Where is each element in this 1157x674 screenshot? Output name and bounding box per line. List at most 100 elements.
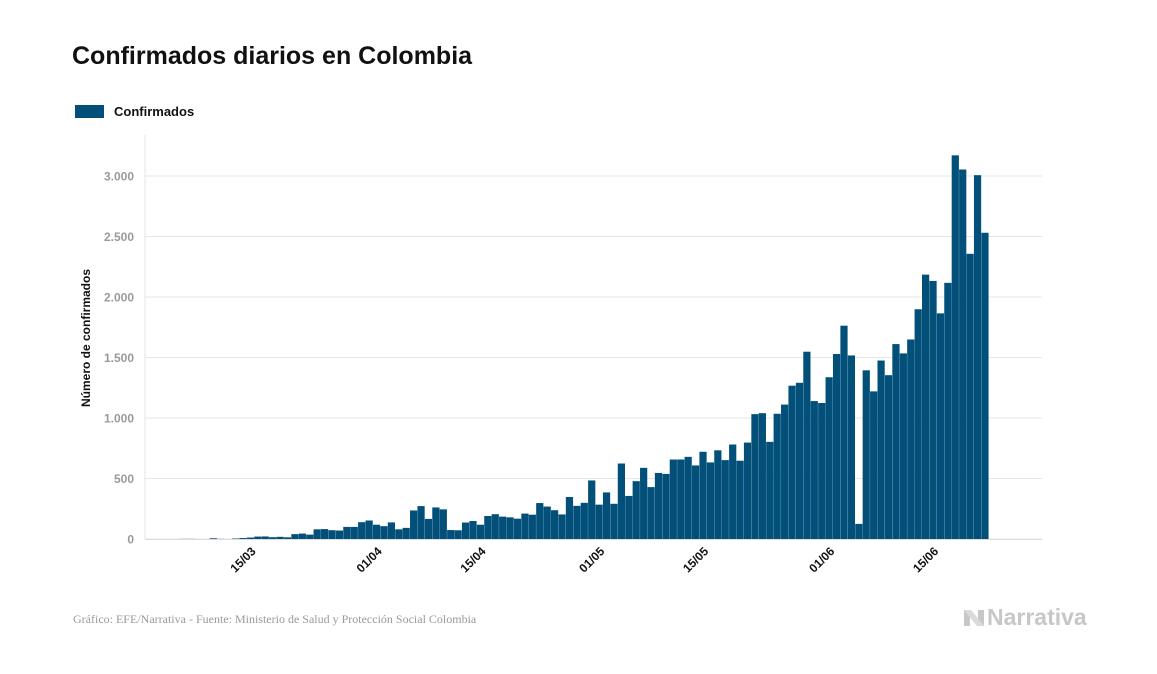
legend-label: Confirmados bbox=[114, 104, 195, 119]
bar bbox=[461, 522, 470, 539]
bars bbox=[180, 155, 989, 540]
bar bbox=[736, 460, 744, 539]
bar bbox=[825, 377, 833, 539]
bar bbox=[580, 502, 588, 539]
bar bbox=[454, 530, 462, 539]
bar bbox=[832, 354, 841, 539]
bar bbox=[877, 360, 885, 539]
bar bbox=[922, 274, 930, 539]
y-axis-label: Número de confirmados bbox=[79, 269, 93, 407]
x-tick-label: 15/05 bbox=[680, 544, 711, 575]
bar bbox=[328, 530, 336, 539]
bar bbox=[632, 481, 640, 539]
bar bbox=[766, 441, 774, 539]
bar bbox=[625, 495, 633, 539]
bar bbox=[320, 529, 329, 539]
narrativa-logo[interactable]: Narrativa bbox=[963, 604, 1087, 631]
x-tick-label: 01/05 bbox=[576, 544, 607, 575]
bar bbox=[588, 480, 596, 539]
bar bbox=[447, 530, 455, 539]
bar bbox=[840, 325, 848, 539]
bar bbox=[387, 522, 395, 539]
y-tick-labels: 0 500 1.000 1.500 2.000 2.500 3.000 bbox=[104, 170, 134, 547]
bar bbox=[721, 460, 729, 539]
bar bbox=[469, 520, 477, 539]
logo-text: Narrativa bbox=[987, 604, 1087, 630]
bar bbox=[706, 462, 715, 539]
bar bbox=[884, 375, 893, 539]
bar bbox=[936, 313, 945, 539]
bar bbox=[306, 534, 314, 539]
bar bbox=[410, 510, 418, 539]
y-tick-label: 2.000 bbox=[104, 291, 134, 305]
bar bbox=[944, 282, 952, 539]
bar bbox=[573, 505, 581, 539]
bar bbox=[424, 518, 433, 539]
x-tick-label: 15/04 bbox=[457, 544, 488, 575]
bar bbox=[892, 344, 900, 539]
bar bbox=[855, 523, 863, 539]
bar bbox=[669, 459, 677, 539]
source-note: Gráfico: EFE/Narrativa - Fuente: Ministe… bbox=[73, 612, 477, 626]
bar bbox=[239, 538, 247, 539]
y-tick-label: 1.000 bbox=[104, 412, 134, 426]
bar bbox=[417, 506, 425, 539]
y-tick-label: 0 bbox=[127, 533, 134, 547]
bar bbox=[484, 516, 492, 539]
bar bbox=[395, 529, 403, 539]
legend: Confirmados bbox=[75, 104, 194, 119]
bar bbox=[684, 456, 692, 539]
bar bbox=[973, 175, 982, 540]
bar bbox=[365, 520, 373, 539]
x-tick-label: 01/04 bbox=[354, 544, 385, 575]
bar bbox=[254, 536, 262, 539]
bar bbox=[773, 413, 781, 539]
legend-swatch bbox=[75, 105, 104, 118]
bar bbox=[372, 524, 381, 539]
bar bbox=[513, 518, 522, 539]
bar bbox=[476, 524, 485, 539]
bar bbox=[743, 442, 752, 539]
bar bbox=[499, 516, 507, 539]
bar bbox=[246, 537, 254, 539]
bar bbox=[654, 472, 663, 539]
bar bbox=[595, 504, 603, 539]
bar bbox=[269, 537, 277, 539]
bar bbox=[313, 529, 321, 539]
bar bbox=[677, 459, 685, 539]
bar bbox=[647, 487, 655, 539]
y-tick-label: 500 bbox=[114, 472, 134, 486]
bar bbox=[209, 538, 217, 539]
y-tick-label: 2.500 bbox=[104, 230, 134, 244]
y-tick-label: 3.000 bbox=[104, 170, 134, 184]
bar bbox=[617, 463, 625, 539]
x-tick-label: 15/03 bbox=[227, 544, 258, 575]
bar bbox=[714, 450, 722, 539]
bar bbox=[491, 514, 499, 539]
bar bbox=[610, 503, 618, 539]
bar bbox=[276, 536, 284, 539]
bar bbox=[380, 526, 388, 539]
bar bbox=[914, 309, 922, 539]
bar bbox=[283, 537, 292, 539]
y-tick-label: 1.500 bbox=[104, 351, 134, 365]
bar bbox=[640, 467, 648, 539]
bar bbox=[795, 382, 804, 539]
bar bbox=[543, 506, 551, 539]
bar bbox=[929, 280, 937, 539]
bar bbox=[781, 404, 789, 539]
bar bbox=[818, 403, 826, 539]
bar bbox=[751, 414, 759, 539]
bar bbox=[847, 355, 856, 539]
bar bbox=[729, 444, 737, 539]
bar bbox=[298, 533, 306, 539]
bar bbox=[350, 526, 358, 539]
x-tick-labels: 15/03 01/04 15/04 01/05 15/05 01/06 15/06 bbox=[227, 544, 941, 575]
bar bbox=[907, 339, 915, 539]
bar bbox=[899, 353, 907, 539]
bar bbox=[536, 503, 544, 539]
bar bbox=[788, 385, 796, 539]
bar bbox=[951, 155, 959, 539]
bar bbox=[981, 232, 989, 539]
